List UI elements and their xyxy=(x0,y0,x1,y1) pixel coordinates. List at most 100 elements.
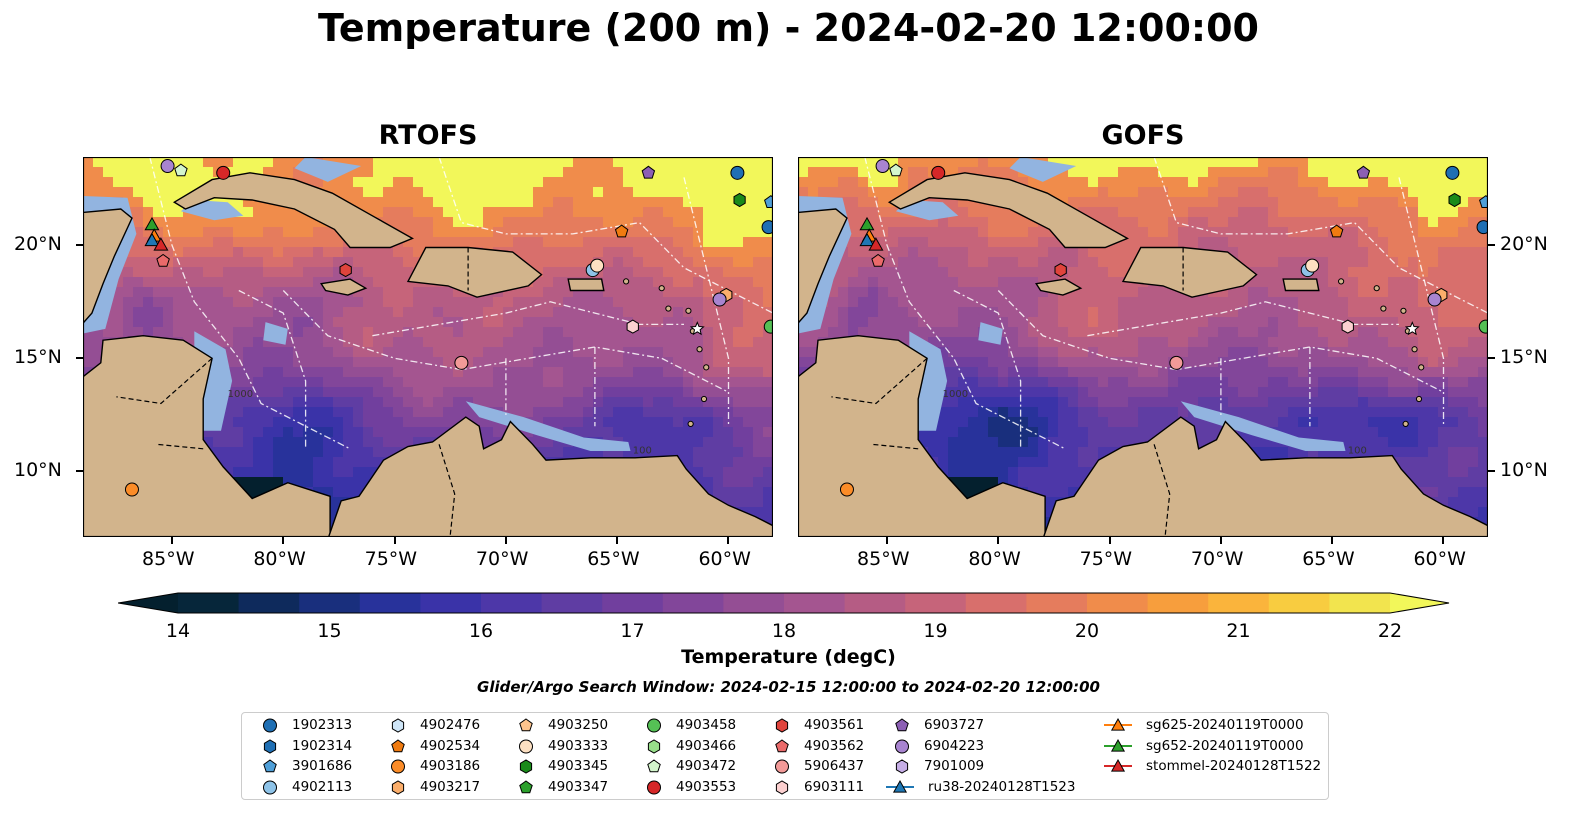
legend-label: 4903347 xyxy=(548,778,609,795)
land-jamaica xyxy=(320,278,368,296)
legend-marker-shape xyxy=(775,718,789,733)
argo-float-marker xyxy=(1054,263,1067,278)
legend-entry: 4903333 xyxy=(510,736,608,756)
legend-marker xyxy=(775,759,789,774)
legend-entry: 4903458 xyxy=(638,715,736,735)
legend-label: ru38-20240128T1523 xyxy=(928,778,1076,795)
land-yucatan xyxy=(83,208,133,325)
lat-tick-label: 15°N xyxy=(14,346,62,369)
legend-label: 6903111 xyxy=(804,778,865,795)
argo-float-marker xyxy=(454,355,469,370)
land-hispaniola xyxy=(1121,246,1258,298)
legend-entry: 1902313 xyxy=(254,715,352,735)
legend-marker xyxy=(263,759,277,773)
lon-tick-mark xyxy=(282,537,285,544)
legend-marker xyxy=(519,779,533,793)
argo-float-marker xyxy=(124,482,139,497)
argo-float-marker xyxy=(875,159,890,174)
argo-float-marker xyxy=(339,263,352,278)
colorbar-segment xyxy=(238,593,300,613)
colorbar-segment xyxy=(905,593,967,613)
argo-float-marker xyxy=(1404,321,1420,336)
legend-marker xyxy=(775,779,789,795)
legend-marker-shape xyxy=(519,739,533,753)
legend-entry: 4903553 xyxy=(638,777,736,797)
argo-float-markers xyxy=(839,159,1488,497)
land-jamaica xyxy=(1035,278,1083,296)
lon-tick-mark xyxy=(1442,537,1445,544)
legend-label: 4903250 xyxy=(548,717,609,733)
legend-marker xyxy=(391,718,405,733)
legend-entry: 4903472 xyxy=(638,756,736,776)
argo-float-marker xyxy=(764,195,773,208)
argo-float-marker xyxy=(763,319,773,334)
legend-marker xyxy=(519,718,533,732)
legend-marker-shape xyxy=(1110,738,1126,752)
colorbar-tick-label: 20 xyxy=(1074,620,1100,642)
legend-marker xyxy=(647,759,661,773)
colorbar-segment xyxy=(481,593,543,613)
lon-tick-label: 75°W xyxy=(1079,548,1133,570)
colorbar-segment xyxy=(359,593,421,613)
land-puertorico xyxy=(567,278,605,292)
argo-float-marker xyxy=(1478,319,1488,334)
legend-label: 4903472 xyxy=(676,758,737,774)
lon-tick-mark xyxy=(1331,537,1334,544)
colorbar-segment xyxy=(541,593,603,613)
legend-entry: 3901686 xyxy=(254,756,352,776)
land-puertorico xyxy=(1282,278,1320,292)
colorbar xyxy=(118,592,1450,614)
legend-marker-shape xyxy=(647,780,661,794)
panel-title-gofs: GOFS xyxy=(1101,120,1185,151)
legend-entry: sg652-20240119T0000 xyxy=(1104,736,1304,756)
legend-marker-shape xyxy=(391,738,405,752)
map-rtofs[interactable]: 1000 100 xyxy=(83,157,773,537)
glider-marker xyxy=(859,232,875,247)
lat-tick-mark xyxy=(1488,357,1495,360)
legend-entry: 4903561 xyxy=(766,715,864,735)
argo-float-marker xyxy=(761,220,773,235)
colorbar-segment xyxy=(1268,593,1330,613)
land-cuba xyxy=(172,172,415,249)
colorbar-segment xyxy=(1147,593,1209,613)
colorbar-segment xyxy=(1026,593,1088,613)
colorbar-tick-label: 15 xyxy=(317,620,342,642)
legend-label: sg625-20240119T0000 xyxy=(1146,717,1304,733)
lat-tick-label: 10°N xyxy=(14,459,62,482)
legend-label: 4903561 xyxy=(804,717,865,733)
legend-marker xyxy=(647,718,661,733)
argo-float-marker xyxy=(931,165,946,180)
legend-entry: 4903345 xyxy=(510,756,608,776)
colorbar-segment xyxy=(178,593,240,613)
land-yucatan xyxy=(798,208,848,325)
legend-marker-shape xyxy=(775,738,789,752)
legend-marker xyxy=(263,718,277,733)
lon-tick-mark xyxy=(1219,537,1222,544)
colorbar-outline xyxy=(118,592,1450,614)
glider-marker xyxy=(144,216,160,231)
argo-float-marker xyxy=(1341,319,1354,334)
legend-marker xyxy=(391,779,405,795)
colorbar-segment xyxy=(1208,593,1270,613)
land-centralam xyxy=(798,334,1046,537)
legend-marker-shape xyxy=(263,718,277,733)
argo-float-marker xyxy=(689,321,705,336)
legend-marker-shape xyxy=(895,739,909,753)
glider-marker xyxy=(144,232,160,247)
colorbar-under-extend xyxy=(118,593,178,613)
legend-label: sg652-20240119T0000 xyxy=(1146,737,1304,754)
lon-tick-mark xyxy=(886,537,889,544)
lon-tick-label: 80°W xyxy=(253,548,306,570)
colorbar-tick-label: 22 xyxy=(1377,620,1403,642)
legend-entry: 5906437 xyxy=(766,756,864,776)
legend-marker xyxy=(775,738,789,752)
legend-marker-shape xyxy=(892,779,908,793)
legend-label: 5906437 xyxy=(804,758,865,774)
legend-marker-shape xyxy=(775,779,789,795)
legend-marker-shape xyxy=(391,718,405,733)
eez-boundaries xyxy=(149,157,773,450)
platform-legend: 1902313 1902314 3901686 4902113 4902476 49025… xyxy=(241,712,1329,800)
lon-tick-label: 60°W xyxy=(1413,548,1466,570)
colorbar-segment xyxy=(1329,593,1391,613)
